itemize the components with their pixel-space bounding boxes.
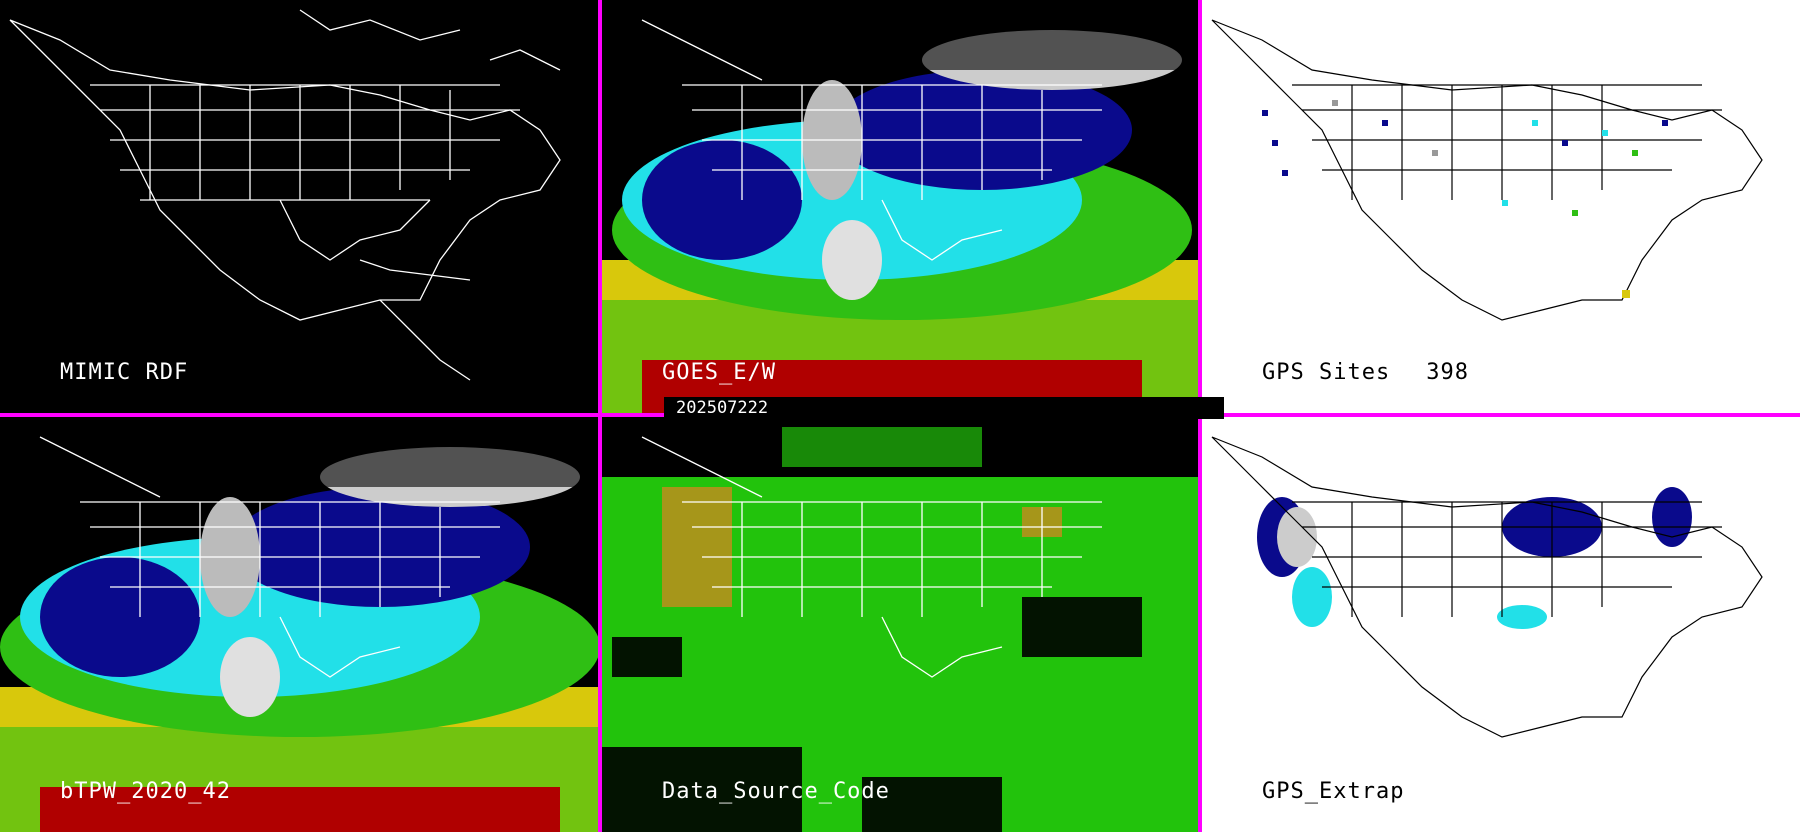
map-goes-ew xyxy=(602,0,1198,413)
map-btpw xyxy=(0,417,598,832)
panel-data-source-code: Data_Source_Code xyxy=(602,417,1198,832)
map-mimic-rdf xyxy=(9,9,561,381)
map-data-source-code xyxy=(602,417,1198,832)
panel-mimic-rdf: MIMIC RDF xyxy=(0,0,598,413)
panel-label: GPS_Extrap xyxy=(1262,779,1405,804)
map-gps-sites xyxy=(1211,19,1763,321)
gps-sites-label: GPS Sites xyxy=(1262,360,1391,385)
panel-label: GPS Sites 398 xyxy=(1262,360,1469,385)
panel-label: Data_Source_Code xyxy=(662,779,890,804)
gps-site-markers xyxy=(1262,100,1668,298)
panel-label: GOES_E/W xyxy=(662,360,776,385)
panel-goes-ew: GOES_E/W xyxy=(602,0,1198,413)
panel-label: bTPW_2020_42 xyxy=(60,779,231,804)
panel-btpw: bTPW_2020_42 xyxy=(0,417,598,832)
panel-label: MIMIC RDF xyxy=(60,360,189,385)
panel-gps-sites: GPS Sites 398 xyxy=(1202,0,1800,413)
gps-sites-count: 398 xyxy=(1426,360,1469,385)
timestamp-label: 202507222 xyxy=(664,397,1224,419)
map-gps-extrap xyxy=(1211,436,1763,738)
panel-gps-extrap: GPS_Extrap xyxy=(1202,417,1800,832)
